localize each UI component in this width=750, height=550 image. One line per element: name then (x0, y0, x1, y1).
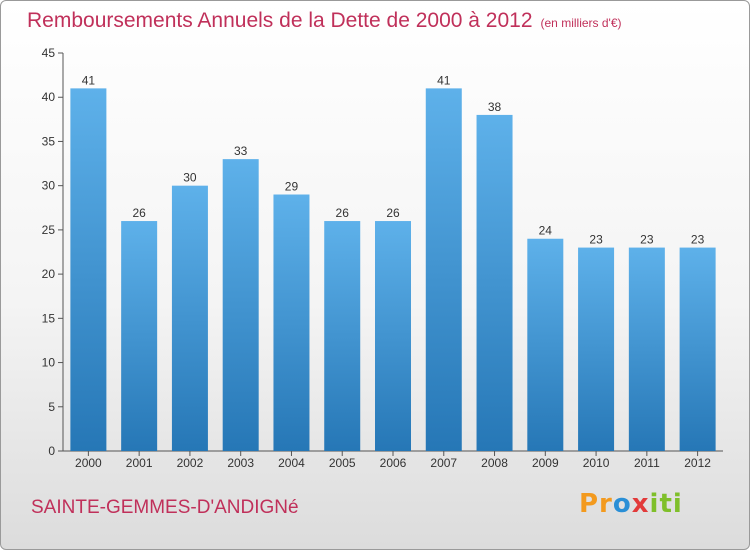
x-tick-label: 2011 (634, 456, 660, 470)
bar-value-label: 33 (234, 144, 248, 158)
x-tick-label: 2002 (177, 456, 204, 470)
x-tick-label: 2001 (126, 456, 153, 470)
y-tick-label: 5 (48, 400, 55, 414)
bar (121, 221, 158, 451)
x-tick-label: 2009 (532, 456, 559, 470)
bar (70, 88, 107, 451)
x-tick-label: 2012 (684, 456, 711, 470)
x-tick-label: 2005 (329, 456, 356, 470)
y-tick-label: 15 (42, 311, 56, 325)
x-tick-label: 2010 (583, 456, 610, 470)
bar-value-label: 26 (336, 206, 350, 220)
bar (375, 221, 411, 451)
bar-value-label: 23 (589, 233, 603, 247)
y-tick-label: 25 (42, 223, 56, 237)
x-tick-label: 2006 (380, 456, 407, 470)
bar (324, 221, 361, 451)
bar (476, 114, 513, 452)
bar-value-label: 38 (488, 100, 502, 114)
y-tick-label: 40 (42, 90, 56, 104)
proxiti-logo: Proxiti (579, 489, 683, 519)
y-tick-label: 10 (42, 356, 56, 370)
bar (527, 238, 564, 451)
y-tick-label: 20 (42, 267, 56, 281)
bar (425, 88, 462, 451)
bar-value-label: 41 (437, 73, 451, 87)
bar-value-label: 23 (691, 233, 705, 247)
bar (679, 247, 716, 451)
chart-subtitle: (en milliers d'€) (540, 16, 622, 30)
bar (171, 185, 208, 451)
x-tick-label: 2000 (75, 456, 102, 470)
chart-title: Remboursements Annuels de la Dette de 20… (27, 9, 622, 33)
bar (578, 247, 615, 451)
y-tick-label: 35 (42, 134, 56, 148)
bar-value-label: 30 (183, 171, 197, 185)
x-tick-label: 2008 (481, 456, 508, 470)
y-tick-label: 45 (42, 46, 56, 60)
bar-value-label: 41 (82, 73, 96, 87)
bar-value-label: 26 (132, 206, 146, 220)
bar (628, 247, 665, 451)
commune-name: SAINTE-GEMMES-D'ANDIGNé (31, 497, 299, 518)
x-tick-label: 2004 (278, 456, 305, 470)
bar-value-label: 23 (640, 233, 654, 247)
bar-value-label: 24 (539, 224, 553, 238)
bar-value-label: 26 (386, 206, 400, 220)
y-tick-label: 30 (42, 179, 56, 193)
chart-title-text: Remboursements Annuels de la Dette de 20… (27, 9, 533, 32)
x-tick-label: 2007 (430, 456, 457, 470)
y-tick-label: 0 (48, 444, 55, 458)
bar (222, 159, 259, 451)
x-tick-label: 2003 (227, 456, 254, 470)
bar (273, 194, 310, 451)
bar-value-label: 29 (285, 180, 299, 194)
